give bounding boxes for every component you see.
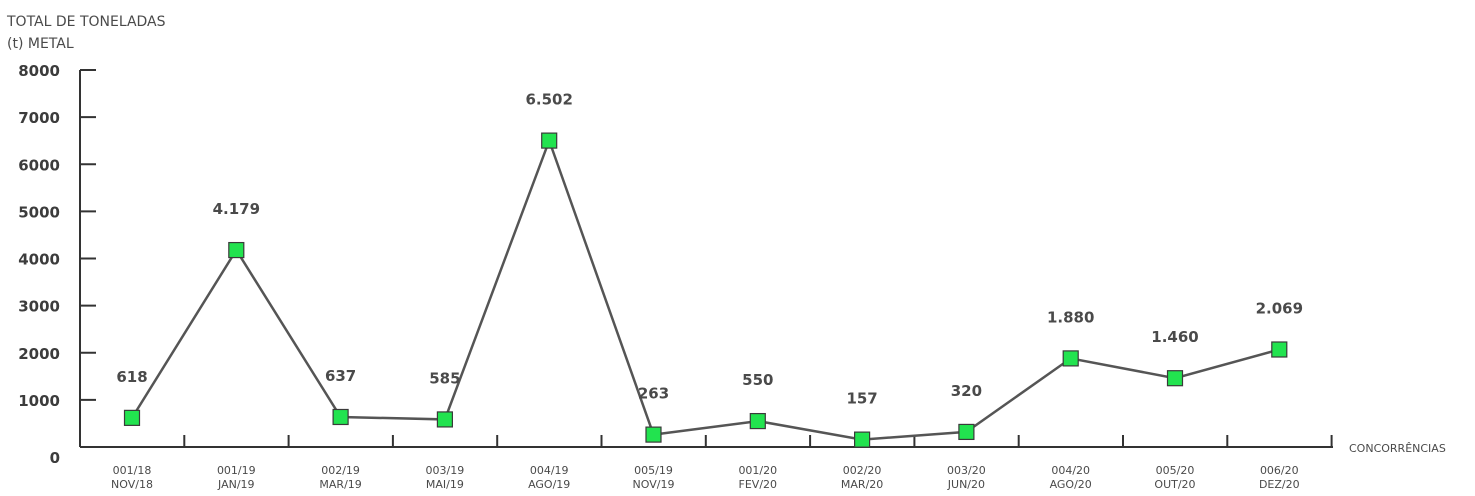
x-tick-label: 004/20	[1051, 464, 1090, 477]
data-label: 6.502	[525, 91, 572, 109]
x-tick-sublabel: NOV/18	[111, 478, 153, 491]
data-label: 585	[429, 369, 460, 387]
y-tick-label: 6000	[18, 156, 60, 174]
x-tick-label: 002/19	[321, 464, 360, 477]
x-tick-sublabel: MAI/19	[426, 478, 464, 491]
y-axis-title-line2: (t) METAL	[7, 36, 74, 52]
y-tick-label: 4000	[18, 251, 60, 269]
x-tick-sublabel: AGO/19	[528, 478, 570, 491]
x-tick-label: 002/20	[843, 464, 882, 477]
data-point	[1271, 341, 1288, 358]
data-point	[332, 408, 349, 426]
x-tick-sublabel: OUT/20	[1154, 478, 1195, 491]
data-label: 1.880	[1047, 308, 1094, 326]
x-tick-sublabel: MAR/20	[841, 478, 883, 491]
data-label: 4.179	[213, 200, 260, 218]
series-line	[130, 136, 1280, 441]
x-tick-label: 003/19	[426, 464, 465, 477]
y-tick-label: 1000	[18, 392, 60, 410]
y-tick-label: 5000	[18, 203, 60, 221]
data-point	[958, 423, 975, 441]
data-label: 618	[116, 368, 147, 386]
x-tick-label: 001/19	[217, 464, 256, 477]
x-tick-sublabel: DEZ/20	[1259, 478, 1300, 491]
x-tick-sublabel: JUN/20	[947, 478, 985, 491]
x-tick-label: 005/20	[1156, 464, 1195, 477]
data-point	[749, 412, 766, 430]
data-point	[1166, 370, 1184, 387]
data-point	[1062, 350, 1079, 367]
x-tick-sublabel: MAR/19	[319, 478, 361, 491]
x-tick-label: 001/18	[113, 464, 152, 477]
x-tick-label: 006/20	[1260, 464, 1299, 477]
data-label: 157	[846, 390, 877, 408]
x-tick-sublabel: AGO/20	[1050, 478, 1092, 491]
x-tick-sublabel: NOV/19	[633, 478, 675, 491]
data-label: 1.460	[1151, 328, 1198, 346]
data-labels: 618 4.179 637 585 6.502 263 550 157 320 1.880 1.46…	[116, 91, 1303, 408]
y-tick-label: 3000	[18, 298, 60, 316]
data-point	[436, 411, 453, 428]
y-ticks: 0 1000 2000 3000 4000 5000 6000 7000 8000	[18, 62, 96, 467]
data-label: 2.069	[1256, 299, 1303, 317]
y-tick-label: 8000	[18, 62, 60, 80]
x-tick-label: 005/19	[634, 464, 673, 477]
data-point	[228, 241, 245, 259]
x-tick-label: 004/19	[530, 464, 569, 477]
x-tick-label: 003/20	[947, 464, 986, 477]
x-tick-sublabel: FEV/20	[739, 478, 778, 491]
markers	[123, 132, 1288, 448]
y-tick-label: 0	[50, 449, 60, 467]
y-tick-label: 2000	[18, 345, 60, 363]
data-label: 550	[742, 371, 773, 389]
data-point	[541, 132, 558, 149]
x-tick-sublabel: JAN/19	[217, 478, 255, 491]
data-label: 320	[951, 382, 982, 400]
data-label: 637	[325, 367, 356, 385]
y-tick-label: 7000	[18, 109, 60, 127]
data-point	[123, 409, 141, 426]
y-axis-title-line1: TOTAL DE TONELADAS	[6, 14, 166, 30]
data-point	[645, 426, 662, 443]
data-point	[853, 431, 871, 448]
x-axis-title: CONCORRÊNCIAS	[1349, 442, 1446, 455]
data-label: 263	[638, 385, 669, 403]
x-tick-label: 001/20	[738, 464, 777, 477]
